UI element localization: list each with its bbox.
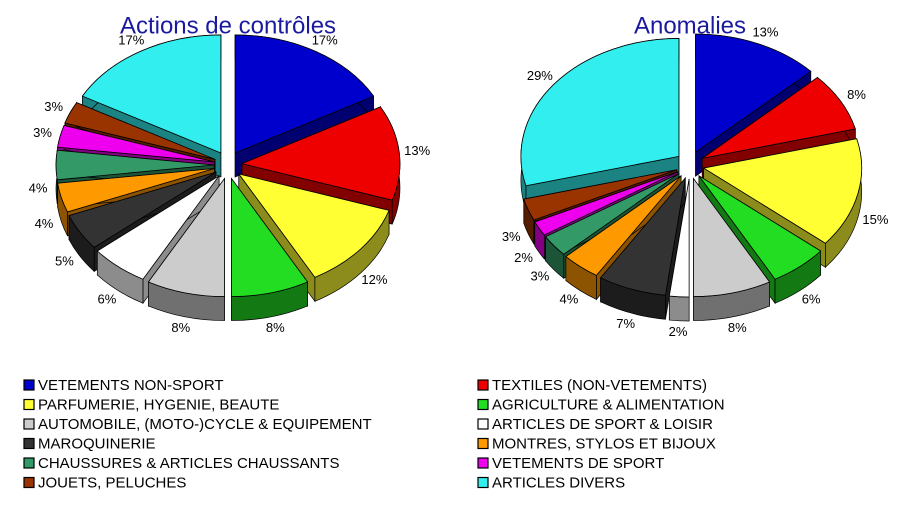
legend-label: VETEMENTS DE SPORT (492, 455, 664, 472)
legend-swatch (23, 398, 35, 411)
slice (693, 177, 771, 297)
data-label: 3% (44, 99, 63, 114)
data-label: 2% (514, 250, 533, 265)
slice (68, 171, 217, 248)
slice (147, 177, 225, 321)
slice (57, 125, 215, 163)
data-label: 6% (97, 291, 116, 306)
legend-swatch (23, 457, 35, 469)
slice (668, 178, 690, 298)
slice (523, 169, 677, 221)
slice (237, 173, 390, 278)
data-label: 13% (752, 24, 778, 39)
legend-label: JOUETS, PELUCHES (38, 474, 186, 491)
slice-side (668, 295, 690, 322)
data-label: 8% (171, 320, 190, 335)
slice (698, 175, 822, 280)
legend-label: PARFUMERIE, HYGENIE, BEAUTE (38, 396, 279, 413)
slice (520, 38, 680, 187)
legend-label: MONTRES, STYLOS ET BIJOUX (492, 435, 716, 452)
data-label: 6% (802, 291, 821, 306)
data-label: 5% (55, 254, 74, 269)
data-label: 13% (404, 143, 430, 158)
data-label: 17% (118, 32, 144, 47)
slice (231, 177, 309, 297)
data-label: 4% (35, 216, 54, 231)
slice (702, 76, 856, 159)
slice (565, 175, 682, 276)
slice (81, 34, 222, 154)
legend-swatch (23, 379, 35, 391)
legend-label: AGRICULTURE & ALIMENTATION (492, 396, 725, 413)
data-label: 15% (862, 212, 888, 227)
slice (64, 102, 216, 160)
legend-swatch (477, 418, 489, 430)
slice (695, 33, 812, 153)
legend-swatch (23, 418, 35, 430)
slice (702, 138, 863, 244)
data-label: 17% (312, 32, 338, 47)
data-label: 4% (559, 291, 578, 306)
legend-swatch (477, 398, 489, 411)
slice (668, 178, 690, 322)
legend-swatch (23, 476, 35, 489)
data-label: 8% (266, 320, 285, 335)
slice (147, 177, 225, 297)
data-label: 12% (361, 272, 387, 287)
slice (599, 176, 686, 296)
slice (693, 177, 771, 321)
legend-label: AUTOMOBILE, (MOTO-)CYCLE & EQUIPEMENT (38, 416, 372, 433)
legend-swatch (23, 437, 35, 450)
data-label: 8% (847, 87, 866, 102)
legend-swatch (477, 379, 489, 391)
chart-title: Anomalies (634, 12, 746, 39)
data-label: 3% (530, 269, 549, 284)
slice (96, 175, 220, 280)
slice (234, 34, 375, 154)
legend-label: CHAUSSURES & ARTICLES CHAUSSANTS (38, 455, 339, 472)
slice (231, 177, 309, 321)
slice (240, 106, 401, 201)
legend-swatch (477, 437, 489, 450)
legend-label: ARTICLES DE SPORT & LOISIR (492, 416, 713, 433)
data-label: 8% (728, 320, 747, 335)
data-label: 29% (527, 68, 553, 83)
slice (544, 173, 680, 255)
slice (599, 176, 686, 320)
chart-title: Actions de contrôles (120, 12, 336, 39)
legend-label: TEXTILES (NON-VETEMENTS) (492, 377, 707, 394)
legend-label: MAROQUINERIE (38, 435, 156, 452)
legend-swatch (477, 457, 489, 469)
data-label: 2% (669, 324, 688, 339)
legend-label: ARTICLES DIVERS (492, 474, 625, 491)
slice (534, 171, 678, 236)
legend-swatch (477, 476, 489, 489)
data-label: 3% (502, 229, 521, 244)
data-label: 7% (616, 316, 635, 331)
slice (55, 149, 215, 181)
data-label: 4% (29, 180, 48, 195)
slice (57, 168, 215, 213)
legend-label: VETEMENTS NON-SPORT (38, 377, 224, 394)
data-label: 3% (33, 125, 52, 140)
